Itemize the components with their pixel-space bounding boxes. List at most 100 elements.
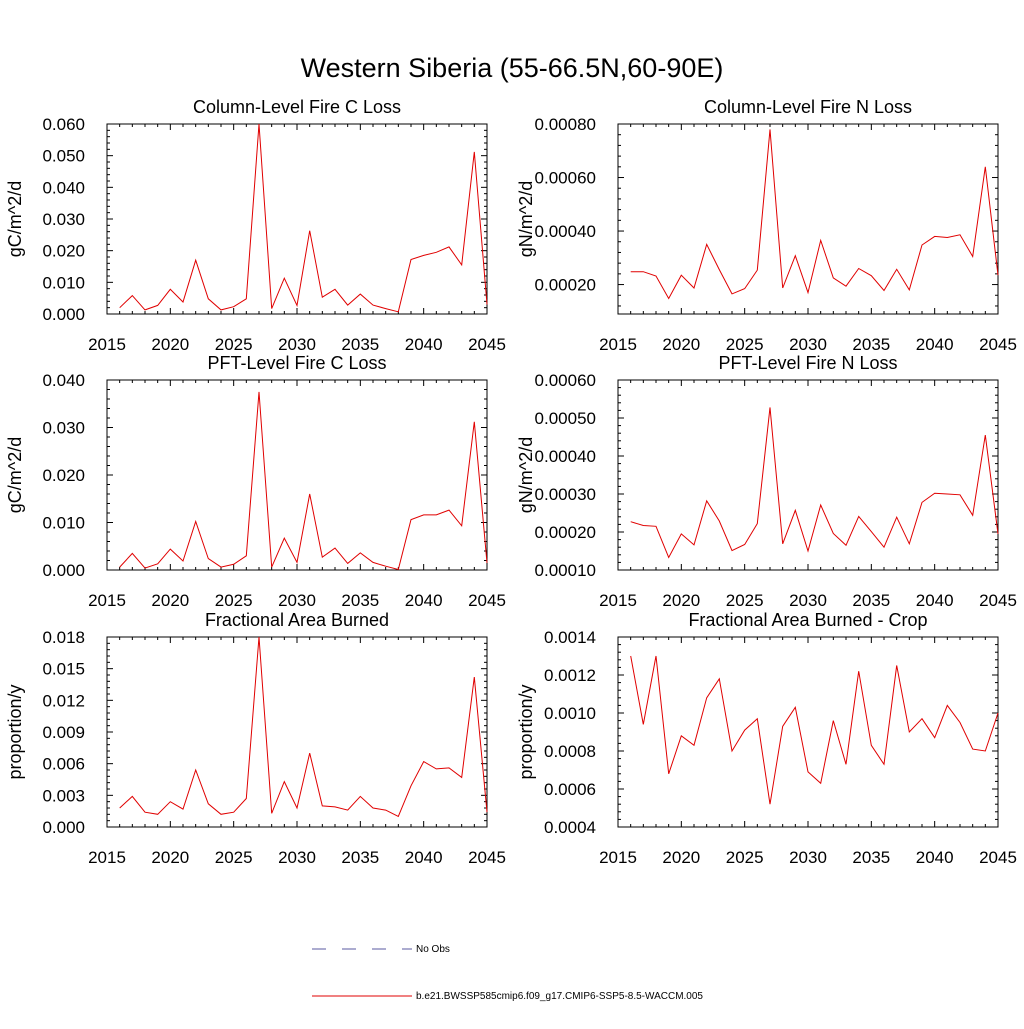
y-tick-label: 0.018 xyxy=(42,628,85,647)
series-line xyxy=(119,391,488,571)
y-tick-label: 0.050 xyxy=(42,147,85,166)
x-tick-label: 2025 xyxy=(726,335,764,354)
x-tick-label: 2030 xyxy=(789,591,827,610)
x-tick-label: 2040 xyxy=(916,591,954,610)
y-tick-label: 0.00060 xyxy=(535,371,596,390)
legend: No Obs b.e21.BWSSP585cmip6.f09_g17.CMIP6… xyxy=(312,944,703,1002)
x-tick-label: 2045 xyxy=(468,335,506,354)
y-tick-label: 0.040 xyxy=(42,371,85,390)
x-tick-label: 2035 xyxy=(852,335,890,354)
panel-title: Fractional Area Burned - Crop xyxy=(688,610,927,630)
x-tick-label: 2015 xyxy=(599,335,637,354)
x-tick-label: 2040 xyxy=(405,591,443,610)
y-axis-label: gN/m^2/d xyxy=(516,437,536,513)
x-tick-label: 2020 xyxy=(662,848,700,867)
chart-panels: Column-Level Fire C Loss gC/m^2/d 2015 2020… xyxy=(5,97,1017,867)
legend-obs-label: No Obs xyxy=(416,944,450,955)
panel-title: PFT-Level Fire N Loss xyxy=(718,353,897,373)
y-tick-label: 0.0010 xyxy=(544,704,596,723)
x-tick-label: 2015 xyxy=(88,335,126,354)
chart-panel-2: Column-Level Fire N Loss gN/m^2/d 2015 2020… xyxy=(516,97,1017,354)
x-tick-label: 2015 xyxy=(88,591,126,610)
x-tick-label: 2045 xyxy=(979,848,1017,867)
x-tick-label: 2025 xyxy=(215,848,253,867)
x-tick-label: 2035 xyxy=(341,335,379,354)
y-axis-label: gN/m^2/d xyxy=(516,181,536,257)
panel-title: PFT-Level Fire C Loss xyxy=(207,353,386,373)
y-axis-label: proportion/y xyxy=(5,684,25,779)
y-tick-label: 0.000 xyxy=(42,818,85,837)
x-tick-label: 2035 xyxy=(852,848,890,867)
y-tick-label: 0.0008 xyxy=(544,742,596,761)
series-line xyxy=(630,129,999,300)
x-tick-label: 2025 xyxy=(215,335,253,354)
chart-panel-3: PFT-Level Fire C Loss gC/m^2/d 2015 2020 202… xyxy=(5,353,506,610)
y-tick-label: 0.020 xyxy=(42,466,85,485)
series-line xyxy=(630,655,999,805)
x-tick-label: 2020 xyxy=(151,591,189,610)
y-tick-label: 0.0006 xyxy=(544,780,596,799)
x-tick-label: 2040 xyxy=(405,335,443,354)
x-tick-label: 2040 xyxy=(916,848,954,867)
x-tick-label: 2030 xyxy=(278,848,316,867)
y-tick-label: 0.009 xyxy=(42,723,85,742)
chart-panel-6: Fractional Area Burned - Crop proportion/… xyxy=(516,610,1017,867)
x-tick-label: 2025 xyxy=(215,591,253,610)
chart-panel-1: Column-Level Fire C Loss gC/m^2/d 2015 2020… xyxy=(5,97,506,354)
x-tick-label: 2040 xyxy=(405,848,443,867)
x-tick-label: 2040 xyxy=(916,335,954,354)
y-tick-label: 0.040 xyxy=(42,178,85,197)
y-tick-label: 0.00010 xyxy=(535,561,596,580)
y-tick-label: 0.00040 xyxy=(535,222,596,241)
x-tick-label: 2015 xyxy=(599,591,637,610)
x-tick-label: 2045 xyxy=(468,848,506,867)
y-tick-label: 0.012 xyxy=(42,691,85,710)
x-tick-label: 2025 xyxy=(726,848,764,867)
y-tick-label: 0.020 xyxy=(42,242,85,261)
y-tick-label: 0.0014 xyxy=(544,628,596,647)
legend-model-label: b.e21.BWSSP585cmip6.f09_g17.CMIP6-SSP5-8… xyxy=(416,991,703,1002)
y-tick-label: 0.0004 xyxy=(544,818,596,837)
x-tick-label: 2035 xyxy=(852,591,890,610)
x-tick-label: 2045 xyxy=(468,591,506,610)
figure-title: Western Siberia (55-66.5N,60-90E) xyxy=(301,53,724,83)
x-tick-label: 2015 xyxy=(599,848,637,867)
plot-frame xyxy=(106,379,488,571)
x-tick-label: 2035 xyxy=(341,848,379,867)
y-tick-label: 0.006 xyxy=(42,755,85,774)
x-tick-label: 2030 xyxy=(789,335,827,354)
x-tick-label: 2020 xyxy=(662,335,700,354)
chart-panel-4: PFT-Level Fire N Loss gN/m^2/d 2015 2020 202… xyxy=(516,353,1017,610)
series-line xyxy=(630,407,999,559)
y-tick-label: 0.060 xyxy=(42,115,85,134)
y-tick-label: 0.0012 xyxy=(544,666,596,685)
y-tick-label: 0.00030 xyxy=(535,485,596,504)
y-tick-label: 0.010 xyxy=(42,273,85,292)
y-tick-label: 0.00020 xyxy=(535,523,596,542)
y-tick-label: 0.00080 xyxy=(535,115,596,134)
x-tick-label: 2020 xyxy=(662,591,700,610)
y-tick-label: 0.000 xyxy=(42,305,85,324)
x-tick-label: 2025 xyxy=(726,591,764,610)
series-line xyxy=(119,636,488,818)
plot-frame xyxy=(617,636,999,828)
y-axis-label: gC/m^2/d xyxy=(5,181,25,257)
y-tick-label: 0.00020 xyxy=(535,276,596,295)
y-axis-label: proportion/y xyxy=(516,684,536,779)
x-tick-label: 2020 xyxy=(151,848,189,867)
x-tick-label: 2015 xyxy=(88,848,126,867)
x-tick-label: 2045 xyxy=(979,591,1017,610)
y-tick-label: 0.00060 xyxy=(535,169,596,188)
y-tick-label: 0.00040 xyxy=(535,447,596,466)
panel-title: Fractional Area Burned xyxy=(205,610,389,630)
series-line xyxy=(119,123,488,313)
y-tick-label: 0.00050 xyxy=(535,409,596,428)
x-tick-label: 2030 xyxy=(278,591,316,610)
y-tick-label: 0.003 xyxy=(42,786,85,805)
y-tick-label: 0.030 xyxy=(42,419,85,438)
y-tick-label: 0.030 xyxy=(42,210,85,229)
x-tick-label: 2020 xyxy=(151,335,189,354)
y-tick-label: 0.015 xyxy=(42,660,85,679)
x-tick-label: 2045 xyxy=(979,335,1017,354)
